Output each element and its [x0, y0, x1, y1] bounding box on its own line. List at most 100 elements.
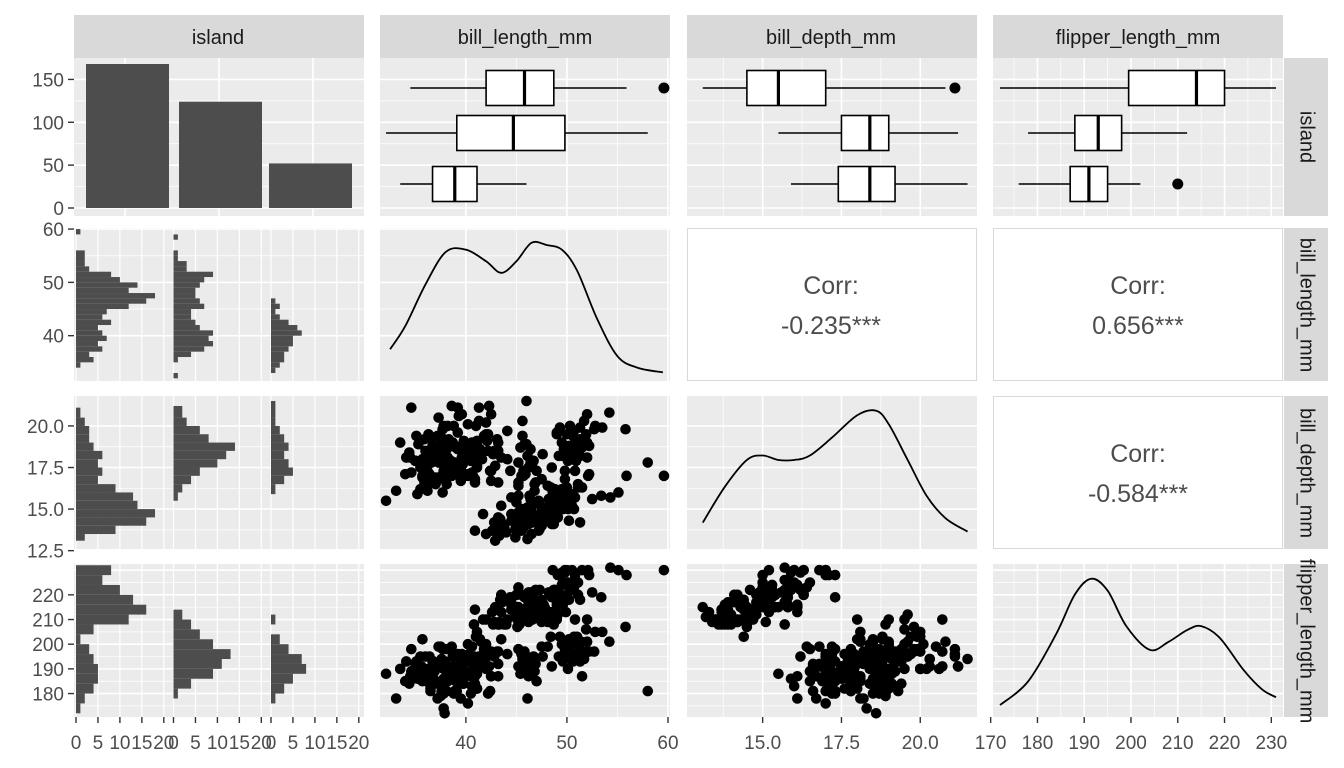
hist-flipper_length_mm-Torgersen-6 — [271, 634, 280, 645]
ytick-label-3-3: 210 — [32, 611, 64, 632]
scatter-bl-bd-pt-325 — [595, 490, 607, 502]
scatter-bl-fl-pt-213 — [620, 621, 631, 633]
xtick-label-hist-0-3: 15 — [131, 733, 152, 754]
scatter-bd-fl-pt-91 — [855, 673, 866, 685]
scatter-bd-fl-pt-340 — [792, 606, 803, 618]
strip-row-bill-depth: bill_depth_mm — [1296, 408, 1318, 538]
scatter-bd-fl-pt-215 — [858, 656, 869, 667]
scatter-bl-fl-pt-304 — [494, 594, 506, 606]
scatter-bd-fl-pt-313 — [779, 574, 791, 586]
scatter-bl-bd-pt-228 — [469, 525, 481, 537]
strip-col-bg-3 — [993, 15, 1283, 58]
outlier-flipper_length_mm-Torgersen-0 — [1172, 178, 1184, 190]
scatter-bl-bd-pt-203 — [568, 425, 580, 437]
hist-bill_depth_mm-Biscoe-8 — [76, 467, 103, 476]
scatter-bl-fl-pt-181 — [604, 636, 615, 648]
scatter-bd-fl-pt-105 — [914, 663, 926, 675]
corr-value-bd-fl: -0.584*** — [1088, 480, 1188, 508]
hist-bill_depth_mm-Biscoe-5 — [76, 492, 134, 501]
xtick-label-hist-2-1: 5 — [288, 733, 299, 754]
scatter-bd-fl-pt-112 — [937, 661, 948, 672]
scatter-bl-bd-pt-336 — [533, 525, 544, 537]
hist-bill_depth_mm-Torgersen-9 — [271, 400, 276, 418]
scatter-bl-fl-pt-251 — [658, 564, 670, 576]
hist-flipper_length_mm-Dream-1 — [173, 678, 192, 689]
ytick-label-1-0: 40 — [43, 327, 64, 348]
box-bill_depth_mm-Biscoe — [746, 69, 827, 107]
ytick-label-0-1: 50 — [43, 156, 64, 177]
ytick-label-3-1: 190 — [32, 660, 64, 681]
hist-bill_depth_mm-Biscoe-12 — [76, 434, 90, 443]
hist-bill_depth_mm-Biscoe-11 — [76, 442, 94, 451]
bar-island-Dream — [179, 101, 262, 208]
ytick-label-1-2: 60 — [43, 220, 64, 241]
scatter-bl-bd-pt-337 — [529, 515, 540, 527]
strip-row-bg-1 — [1284, 228, 1328, 381]
hist-bill_length_mm-Dream-19 — [173, 261, 187, 267]
scatter-bl-bd-pt-305 — [574, 517, 586, 528]
scatter-bl-bd-pt-309 — [583, 468, 595, 480]
hist-bill_length_mm-Dream-8 — [173, 319, 196, 326]
hist-bill_length_mm-Biscoe-20 — [76, 250, 85, 262]
scatter-bd-fl-pt-257 — [779, 619, 791, 630]
scatter-bl-bd-pt-144 — [452, 443, 464, 455]
scatter-bl-bd-pt-323 — [529, 485, 540, 497]
ytick-label-3-4: 220 — [32, 586, 64, 607]
scatter-bl-fl-pt-333 — [613, 564, 624, 576]
scatter-bl-bd-pt-281 — [605, 492, 616, 503]
strip-row-bill-length: bill_length_mm — [1296, 238, 1318, 373]
scatter-bd-fl-pt-161 — [924, 653, 936, 665]
scatter-bl-fl-pt-134 — [416, 661, 427, 672]
hist-bill_depth_mm-Dream-9 — [173, 417, 187, 426]
scatter-bl-fl-pt-298 — [552, 609, 564, 620]
axis-ticks: 05010015040506012.515.017.520.0180190200… — [27, 70, 1287, 754]
ytick-label-2-2: 17.5 — [27, 459, 64, 480]
scatter-bl-bd-pt-251 — [658, 470, 670, 482]
hist-bill_depth_mm-Biscoe-10 — [76, 450, 103, 460]
hist-bill_length_mm-Torgersen-6 — [271, 335, 293, 342]
scatter-bd-fl-pt-337 — [735, 601, 746, 613]
scatter-bl-fl-pt-122 — [412, 673, 423, 685]
hist-bill_depth_mm-Dream-3 — [173, 467, 200, 476]
panel-bg-2-0 — [74, 396, 364, 549]
scatter-bl-fl-pt-214 — [495, 633, 507, 645]
scatter-bl-bd-pt-162 — [531, 465, 542, 477]
scatter-bl-bd-pt-18 — [521, 395, 532, 407]
scatter-bd-fl-pt-86 — [889, 666, 901, 677]
scatter-bl-bd-pt-204 — [485, 465, 497, 477]
hist-bill_depth_mm-Torgersen-4 — [271, 450, 285, 460]
scatter-bl-bd-pt-90 — [399, 468, 411, 480]
strip-row-flipper-length: flipper_length_mm — [1296, 559, 1318, 724]
scatter-bl-fl-pt-68 — [394, 663, 406, 675]
density-bill_depth_mm — [701, 409, 969, 533]
scatter-bl-bd-pt-42 — [502, 425, 513, 437]
hist-bill_depth_mm-Dream-1 — [173, 484, 183, 493]
hist-flipper_length_mm-Dream-8 — [173, 609, 183, 620]
hist-flipper_length_mm-Torgersen-4 — [271, 654, 302, 664]
hist-flipper_length_mm-Dream-0 — [173, 688, 178, 699]
scatter-bd-fl-pt-194 — [848, 648, 860, 660]
hist-bill_length_mm-Dream-13 — [173, 293, 196, 299]
hist-flipper_length_mm-Torgersen-3 — [271, 663, 307, 674]
scatter-bl-bd-pt-199 — [559, 465, 571, 477]
scatter-bl-fl-pt-120 — [462, 698, 474, 709]
hist-bill_depth_mm-Biscoe-3 — [76, 509, 156, 518]
hist-flipper_length_mm-Biscoe-9 — [76, 614, 129, 625]
hist-flipper_length_mm-Torgersen-2 — [271, 673, 293, 684]
corr-panel-1-3 — [993, 228, 1283, 381]
scatter-bl-fl-pt-278 — [514, 619, 525, 630]
scatter-bl-fl-pt-216 — [569, 614, 581, 625]
scatter-bd-fl-pt-196 — [848, 663, 860, 675]
hist-bill_length_mm-Torgersen-1 — [271, 362, 280, 368]
scatter-bl-bd-pt-331 — [576, 482, 588, 493]
strip-labels — [74, 15, 1328, 717]
strip-col-island: island — [192, 27, 244, 49]
scatter-bl-bd-pt-122 — [412, 488, 423, 500]
hist-bill_length_mm-Dream-17 — [173, 271, 214, 278]
hist-flipper_length_mm-Torgersen-7 — [271, 614, 276, 625]
hist-flipper_length_mm-Biscoe-3 — [76, 673, 98, 684]
scatter-bl-fl-pt-205 — [583, 646, 595, 657]
scatter-bl-fl-pt-7 — [400, 656, 412, 667]
hist-bill_length_mm-Torgersen-8 — [271, 325, 298, 331]
scatter-bl-bd-pt-212 — [518, 470, 529, 482]
